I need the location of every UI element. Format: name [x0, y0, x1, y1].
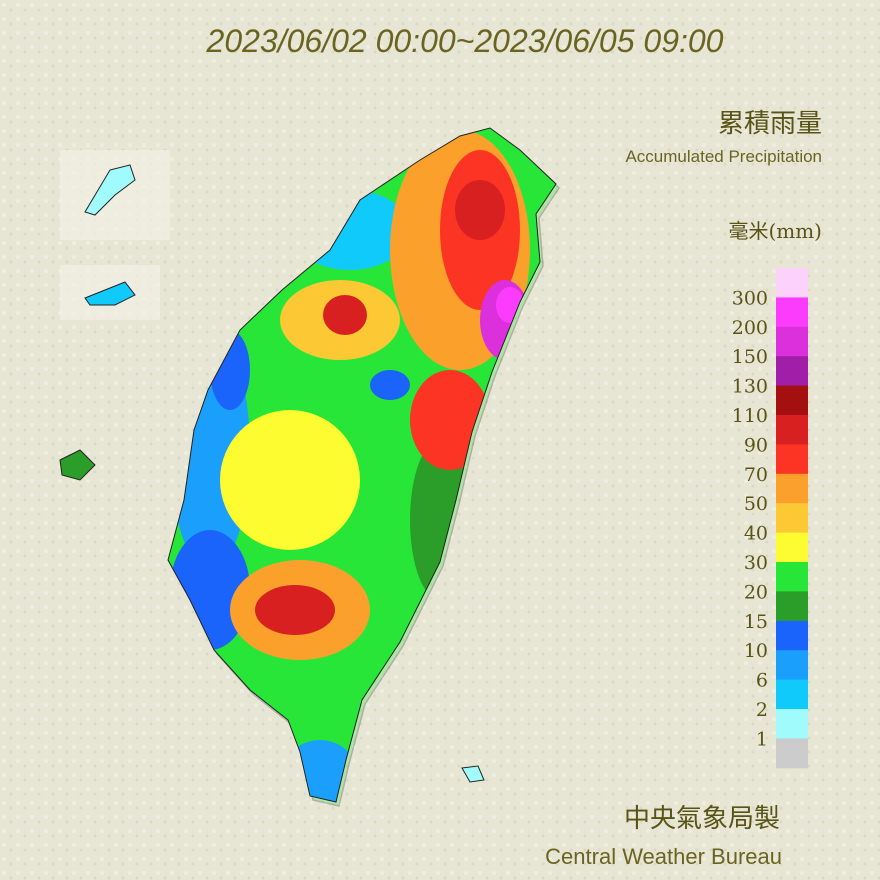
legend-label: 1	[756, 728, 768, 750]
legend: 300 200 150 130 110 90 70 50 40 30 20 15 10 6 2 1	[732, 268, 808, 769]
legend-label: 70	[744, 464, 768, 486]
legend-label: 2	[756, 699, 768, 721]
legend-swatch	[776, 356, 808, 387]
legend-swatch	[776, 620, 808, 651]
legend-title: 累積雨量	[718, 109, 822, 139]
legend-swatch	[776, 562, 808, 592]
legend-swatch	[776, 326, 808, 357]
legend-label: 15	[744, 611, 768, 633]
legend-swatch	[776, 297, 808, 328]
legend-swatch	[776, 385, 808, 416]
credit-en: Central Weather Bureau	[545, 844, 782, 869]
legend-swatch	[776, 444, 808, 475]
legend-label: 10	[744, 640, 768, 662]
credit: 中央氣象局製	[624, 804, 780, 834]
legend-swatch	[776, 503, 808, 534]
legend-swatch	[776, 650, 808, 681]
legend-label: 200	[732, 317, 768, 339]
legend-label: 150	[732, 346, 768, 368]
legend-swatch	[776, 268, 808, 298]
legend-label: 20	[744, 581, 768, 603]
legend-swatch	[776, 709, 808, 739]
title: 2023/06/02 00:00~2023/06/05 09:00	[206, 23, 724, 59]
legend-unit: 毫米(mm)	[728, 219, 822, 243]
legend-label: 50	[744, 493, 768, 515]
legend-label: 30	[744, 552, 768, 574]
legend-swatch	[776, 473, 808, 504]
legend-subtitle: Accumulated Precipitation	[625, 147, 822, 166]
legend-label: 90	[744, 434, 768, 456]
legend-swatch	[776, 415, 808, 445]
legend-label: 130	[732, 376, 768, 398]
legend-label: 6	[756, 670, 768, 692]
legend-swatch	[776, 738, 808, 769]
legend-swatch	[776, 532, 808, 563]
legend-swatch	[776, 591, 808, 622]
legend-label: 300	[732, 287, 768, 309]
legend-label: 40	[744, 523, 768, 545]
legend-label: 110	[732, 405, 768, 427]
legend-swatch	[776, 679, 808, 710]
